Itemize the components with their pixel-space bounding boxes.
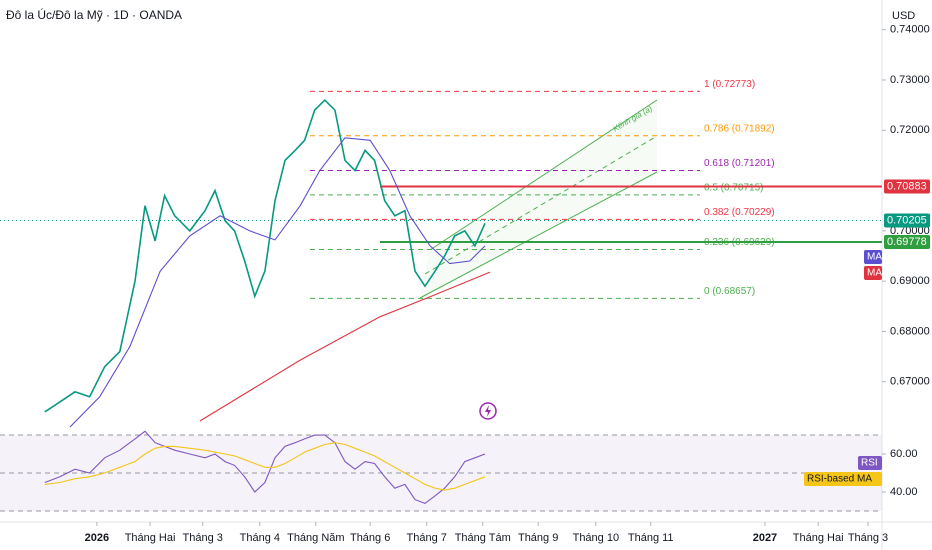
series-line — [44, 430, 486, 505]
price-tag: 0.70883 — [887, 180, 927, 192]
price-tag: 0.69778 — [887, 236, 927, 248]
legend-label: MA — [867, 252, 882, 263]
x-tick-label: 2026 — [85, 532, 109, 544]
y-tick-label: 40.00 — [890, 486, 918, 498]
series-line — [199, 271, 491, 422]
currency: USD — [892, 10, 915, 22]
y-tick-label: 0.68000 — [890, 325, 930, 337]
x-tick-label: Tháng 10 — [573, 532, 619, 544]
y-tick-label: 0.70000 — [890, 225, 930, 237]
legend-label: RSI — [861, 458, 878, 469]
x-tick-label: Tháng 6 — [350, 532, 390, 544]
x-tick-label: Tháng 4 — [240, 532, 280, 544]
fib-label: 0.5 (0.70715) — [704, 183, 764, 194]
fib-label: 0 (0.68657) — [704, 286, 755, 297]
legend-badge — [804, 472, 882, 486]
x-tick-label: Tháng 3 — [183, 532, 223, 544]
x-tick-label: Tháng Năm — [287, 532, 344, 544]
y-tick-label: 0.67000 — [890, 376, 930, 388]
price-tag-bg — [884, 213, 930, 228]
channel — [419, 99, 658, 299]
fib-label: 0.618 (0.71201) — [704, 158, 775, 169]
event-icon — [479, 402, 497, 420]
y-tick-label: 0.73000 — [890, 74, 930, 86]
series-line — [44, 442, 486, 491]
legend-label: RSI-based MA — [807, 474, 872, 485]
fib-label: 0.382 (0.70229) — [704, 207, 775, 218]
fib-label: 1 (0.72773) — [704, 79, 755, 90]
series-line — [44, 98, 486, 413]
x-tick-label: 2027 — [753, 532, 777, 544]
x-tick-label: Tháng Tám — [455, 532, 511, 544]
chart-title: Đô la Úc/Đô la Mỹ · 1D · OANDA — [6, 7, 182, 22]
legend-label: MA — [867, 268, 882, 279]
x-tick-label: Tháng 7 — [407, 532, 447, 544]
price-tag: 0.70205 — [887, 214, 927, 226]
legend-badge — [864, 266, 882, 280]
y-tick-label: 0.74000 — [890, 24, 930, 36]
price-tag-bg — [884, 179, 930, 194]
price-tag-bg — [884, 235, 930, 250]
y-tick-label: 0.69000 — [890, 275, 930, 287]
legend-badge — [858, 456, 882, 470]
x-tick-label: Tháng 9 — [518, 532, 558, 544]
fib-label: 0.786 (0.71892) — [704, 123, 775, 134]
y-tick-label: 60.00 — [890, 448, 918, 460]
x-tick-label: Tháng 11 — [628, 532, 674, 544]
series-line — [69, 137, 486, 428]
x-tick-label: Tháng 3 — [848, 532, 888, 544]
y-tick-label: 0.72000 — [890, 124, 930, 136]
legend-badge — [864, 250, 882, 264]
x-tick-label: Tháng Hai — [125, 532, 176, 544]
x-tick-label: Tháng Hai — [793, 532, 844, 544]
